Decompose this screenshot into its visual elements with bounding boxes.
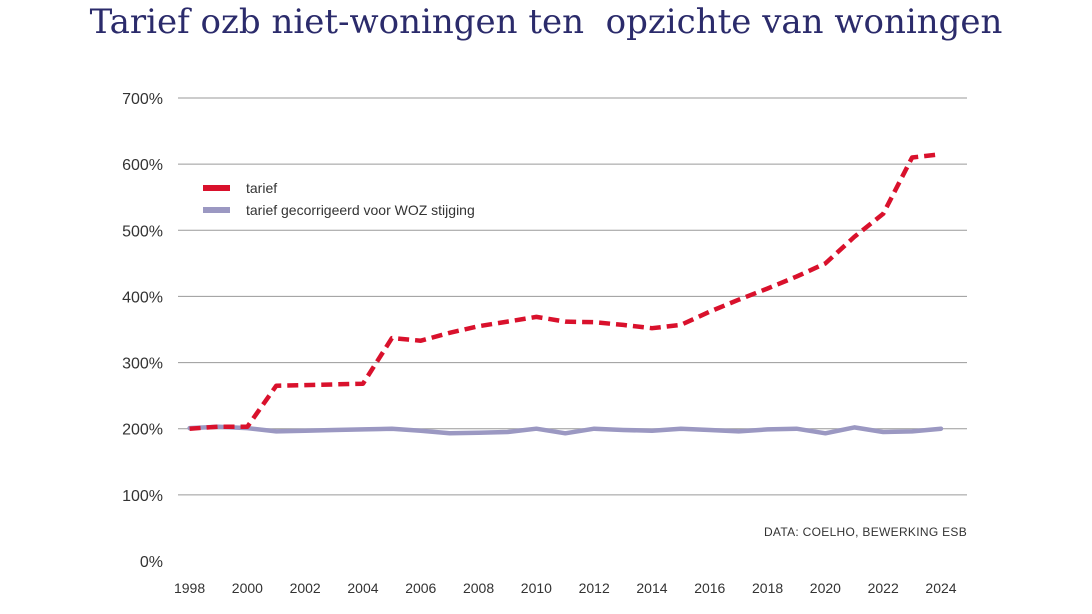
x-tick-label: 2022 (868, 580, 899, 596)
x-tick-label: 2024 (925, 580, 956, 596)
y-tick-label: 600% (122, 157, 163, 174)
y-axis-ticks: 0% 100% 200% 300% 400% 500% 600% 700% (122, 91, 163, 571)
y-tick-label: 300% (122, 356, 163, 373)
series-line-tarief-gecorrigeerd (187, 424, 944, 436)
x-tick-label: 2012 (579, 580, 610, 596)
y-tick-label: 500% (122, 223, 163, 240)
chart-title: Tarief ozb niet-woningen ten opzichte va… (89, 2, 1003, 42)
series-line-tarief (189, 151, 942, 431)
y-tick-label: 100% (122, 488, 163, 505)
x-tick-label: 2008 (463, 580, 494, 596)
y-tick-label: 700% (122, 91, 163, 108)
x-tick-label: 2010 (521, 580, 552, 596)
x-tick-label: 2002 (290, 580, 321, 596)
y-tick-label: 0% (140, 554, 163, 571)
x-tick-label: 2018 (752, 580, 783, 596)
x-tick-label: 2004 (347, 580, 378, 596)
source-note: DATA: COELHO, BEWERKING ESB (764, 525, 967, 539)
x-tick-label: 1998 (174, 580, 205, 596)
series-lines (187, 151, 944, 436)
legend-label-tarief: tarief (246, 180, 277, 196)
x-tick-label: 2006 (405, 580, 436, 596)
x-tick-label: 2000 (232, 580, 263, 596)
x-tick-label: 2016 (694, 580, 725, 596)
gridlines (178, 97, 967, 496)
legend: tarief tarief gecorrigeerd voor WOZ stijg… (203, 180, 475, 218)
legend-label-tarief-gecorrigeerd: tarief gecorrigeerd voor WOZ stijging (246, 202, 475, 218)
x-tick-label: 2014 (636, 580, 667, 596)
y-tick-label: 400% (122, 289, 163, 306)
x-axis-ticks: 1998 2000 2002 2004 2006 2008 2010 2012 2014 2016… (174, 580, 957, 596)
y-tick-label: 200% (122, 422, 163, 439)
x-tick-label: 2020 (810, 580, 841, 596)
